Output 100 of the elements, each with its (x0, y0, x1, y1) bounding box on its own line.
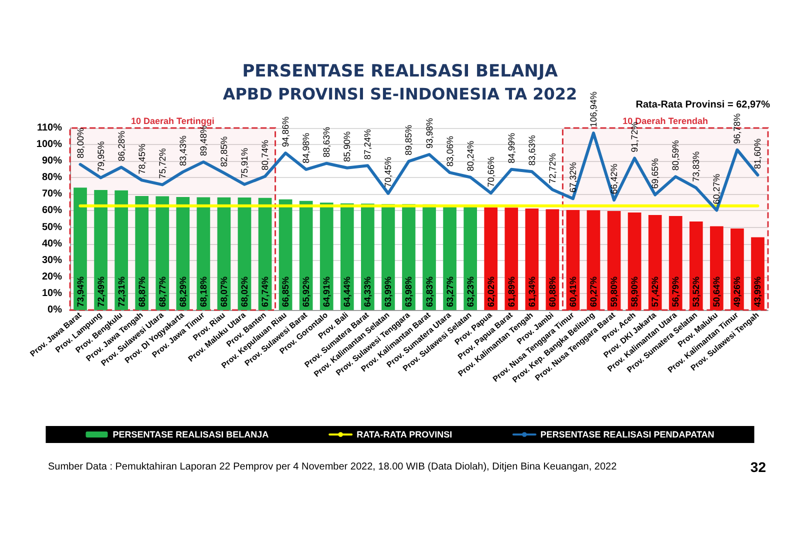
data-label: 72,49% (96, 276, 106, 307)
data-label: 63,99% (383, 276, 394, 307)
data-label: 79,95% (96, 141, 106, 172)
bar (689, 221, 703, 310)
chart-subtitle: APBD PROVINSI SE-INDONESIA TA 2022 (222, 84, 578, 104)
data-label: 66,85% (280, 276, 291, 307)
data-label: 63,83% (424, 276, 434, 307)
data-label: 96,78% (732, 113, 742, 144)
data-label: 61,89% (506, 276, 516, 307)
bar (484, 207, 498, 310)
data-label: 83,63% (526, 135, 537, 166)
data-label: 68,02% (240, 276, 250, 307)
bar (525, 208, 539, 310)
y-tick-label: 50% (42, 222, 62, 233)
data-label: 93,98% (424, 118, 434, 149)
data-label: 75,91% (240, 148, 250, 178)
y-tick-label: 70% (42, 188, 62, 200)
y-tick-label: 40% (42, 238, 62, 250)
data-label: 64,44% (342, 276, 352, 307)
bar (114, 190, 128, 310)
data-label: 83,43% (178, 135, 188, 166)
bar (648, 214, 662, 310)
y-tick-label: 100% (36, 139, 62, 150)
y-tick-label: 60% (42, 205, 62, 216)
data-label: 106,94% (588, 92, 598, 128)
y-tick-label: 80% (42, 172, 62, 184)
data-label: 88,00% (75, 128, 86, 158)
data-label: 68,87% (136, 276, 147, 307)
data-label: 60,41% (568, 276, 578, 307)
data-label: 59,80% (609, 276, 620, 307)
bar (464, 205, 477, 310)
data-label: 80,59% (670, 140, 681, 171)
data-label: 63,23% (465, 276, 476, 307)
bar (94, 190, 108, 310)
data-label: 72,31% (116, 276, 126, 307)
bar (443, 205, 456, 310)
y-tick-label: 20% (42, 271, 62, 282)
data-label: 81,60% (752, 138, 763, 169)
data-label: 60,88% (547, 276, 558, 307)
data-label: 62,02% (486, 276, 496, 307)
data-label: 80,74% (260, 140, 270, 170)
data-label: 56,79% (670, 276, 681, 307)
y-tick-label: 110% (36, 122, 62, 134)
data-label: 66,42% (609, 164, 620, 194)
data-label: 70,66% (486, 156, 496, 188)
legend-label: PERSENTASE REALISASI BELANJA (112, 430, 270, 440)
data-label: 68,18% (198, 276, 208, 307)
data-label: 89,48% (198, 125, 208, 156)
data-label: 70,45% (383, 156, 394, 188)
data-label: 75,72% (157, 148, 168, 179)
y-tick-label: 30% (42, 254, 62, 266)
data-label: 72,72% (547, 153, 558, 184)
data-label: 53,52% (691, 276, 702, 307)
data-label: 68,77% (157, 276, 168, 307)
legend-label: PERSENTASE REALISASI PENDAPATAN (540, 430, 714, 440)
legend-label: RATA-RATA PROVINSI (356, 430, 452, 440)
data-label: 84,99% (506, 132, 516, 164)
data-label: 88,63% (322, 126, 332, 158)
data-label: 68,29% (178, 276, 188, 307)
data-label: 84,98% (301, 132, 312, 164)
bar (135, 196, 149, 310)
band-label: 10 Daerah Tertinggi (130, 116, 214, 126)
data-label: 50,64% (712, 276, 722, 307)
data-label: 64,91% (322, 276, 332, 307)
data-label: 63,98% (404, 276, 414, 307)
data-label: 86,28% (116, 130, 126, 162)
y-tick-label: 90% (42, 156, 62, 167)
data-label: 67,74% (260, 276, 270, 307)
bar (504, 208, 518, 310)
bar (668, 216, 682, 310)
data-label: 91,72% (630, 122, 640, 152)
data-label: 80,24% (465, 140, 476, 172)
data-label: 65,92% (301, 276, 312, 307)
data-label: 61,34% (526, 276, 537, 307)
data-label: 89,85% (404, 124, 414, 156)
data-label: 60,27% (712, 174, 722, 204)
text: 32 (750, 459, 766, 475)
data-label: 67,32% (568, 162, 578, 193)
data-label: 78,45% (136, 144, 147, 174)
data-label: 68,07% (218, 276, 229, 307)
data-label: 82,85% (218, 136, 229, 167)
bar (74, 188, 87, 310)
y-tick-label: 0% (48, 304, 62, 316)
bar (320, 202, 334, 310)
data-label: 73,94% (75, 276, 86, 307)
y-tick-label: 10% (42, 288, 62, 299)
data-label: 73,83% (691, 151, 702, 182)
data-label: 64,33% (362, 276, 373, 307)
data-label: 57,42% (650, 276, 660, 307)
data-label: 85,90% (342, 131, 352, 162)
text: Sumber Data : Pemuktahiran Laporan 22 Pemprov per 4 November 2022, 18.00 WIB (Data Diolah), Ditjen Bina Keuangan, 2022 (48, 462, 618, 472)
data-label: 69,65% (650, 158, 660, 189)
bar (156, 196, 170, 310)
data-label: 43,99% (752, 276, 763, 307)
data-label: 49,26% (732, 276, 742, 307)
data-label: 63,27% (444, 276, 455, 307)
data-label: 94,86% (280, 116, 291, 148)
data-label: 58,90% (630, 276, 640, 307)
chart-title: PERSENTASE REALISASI BELANJA (242, 62, 559, 82)
data-label: 83,06% (444, 136, 455, 167)
